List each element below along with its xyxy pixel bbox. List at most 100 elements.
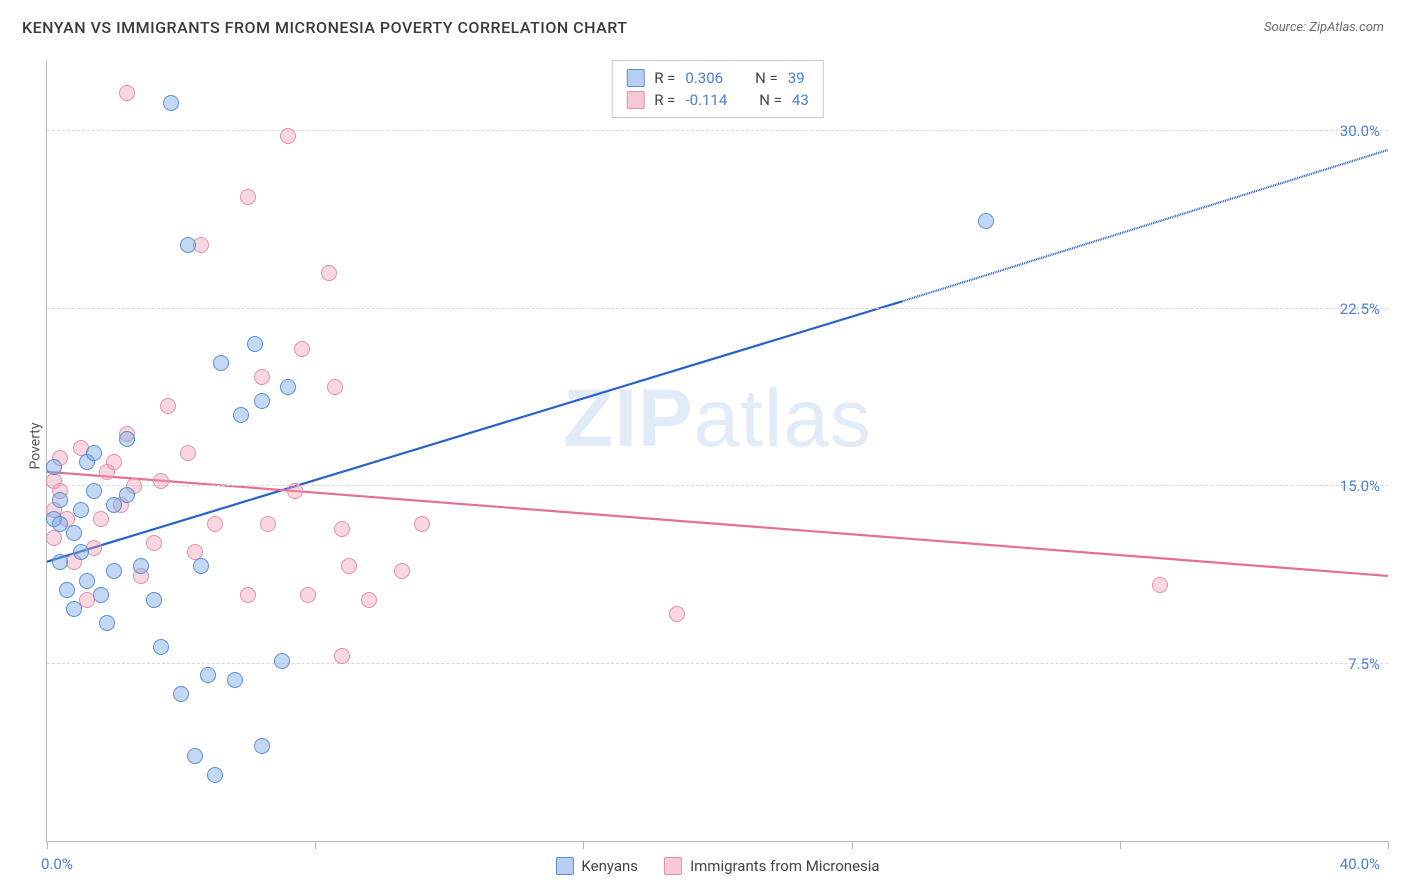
gridline — [47, 308, 1388, 309]
legend-swatch-blue — [555, 857, 573, 875]
scatter-point-pink — [240, 587, 256, 603]
scatter-point-blue — [133, 558, 149, 574]
legend-item-pink: Immigrants from Micronesia — [664, 857, 880, 875]
scatter-point-pink — [334, 521, 350, 537]
scatter-point-blue — [274, 653, 290, 669]
scatter-point-blue — [233, 407, 249, 423]
scatter-point-blue — [280, 379, 296, 395]
n-value-pink: 43 — [792, 91, 809, 109]
legend-swatch-pink — [664, 857, 682, 875]
regression-line — [47, 301, 902, 561]
gridline — [47, 485, 1388, 486]
stats-row-blue: R = 0.306 N = 39 — [626, 67, 809, 89]
scatter-point-blue — [254, 738, 270, 754]
scatter-point-blue — [79, 573, 95, 589]
regression-line — [902, 150, 1388, 301]
r-label-blue: R = — [654, 69, 675, 87]
scatter-point-pink — [394, 563, 410, 579]
x-tick — [315, 841, 316, 849]
scatter-point-pink — [361, 592, 377, 608]
scatter-point-blue — [59, 582, 75, 598]
scatter-point-blue — [163, 95, 179, 111]
legend-label-pink: Immigrants from Micronesia — [690, 857, 880, 875]
x-axis-min-label: 0.0% — [41, 855, 73, 873]
r-value-blue: 0.306 — [685, 69, 723, 87]
scatter-point-blue — [153, 639, 169, 655]
scatter-point-pink — [99, 464, 115, 480]
gridline — [47, 130, 1388, 131]
y-tick-label: 7.5% — [1348, 655, 1380, 673]
scatter-point-blue — [106, 563, 122, 579]
x-tick — [1388, 841, 1389, 849]
scatter-point-blue — [173, 686, 189, 702]
x-axis-max-label: 40.0% — [1340, 855, 1380, 873]
scatter-point-blue — [187, 748, 203, 764]
r-value-pink: -0.114 — [685, 91, 727, 109]
scatter-point-pink — [669, 606, 685, 622]
scatter-point-pink — [254, 369, 270, 385]
y-axis-label: Poverty — [28, 422, 44, 469]
scatter-point-blue — [227, 672, 243, 688]
scatter-point-pink — [321, 265, 337, 281]
source-attribution: Source: ZipAtlas.com — [1264, 20, 1384, 35]
stats-legend: R = 0.306 N = 39 R = -0.114 N = 43 — [611, 60, 824, 118]
scatter-point-pink — [341, 558, 357, 574]
scatter-point-pink — [414, 516, 430, 532]
n-label-blue: N = — [755, 69, 778, 87]
scatter-point-blue — [119, 431, 135, 447]
scatter-point-blue — [119, 487, 135, 503]
chart-title: KENYAN VS IMMIGRANTS FROM MICRONESIA POV… — [22, 18, 628, 37]
scatter-point-blue — [254, 393, 270, 409]
scatter-point-blue — [93, 587, 109, 603]
scatter-point-pink — [160, 398, 176, 414]
swatch-blue — [626, 69, 644, 87]
chart-container: ZIPatlas R = 0.306 N = 39 R = -0.114 N =… — [46, 60, 1388, 842]
scatter-point-blue — [86, 483, 102, 499]
scatter-point-pink — [280, 128, 296, 144]
scatter-point-blue — [73, 544, 89, 560]
scatter-point-pink — [334, 648, 350, 664]
scatter-point-blue — [146, 592, 162, 608]
scatter-point-blue — [200, 667, 216, 683]
scatter-point-blue — [46, 459, 62, 475]
scatter-point-pink — [93, 511, 109, 527]
y-tick-label: 15.0% — [1340, 477, 1380, 495]
scatter-point-blue — [193, 558, 209, 574]
scatter-point-blue — [66, 525, 82, 541]
scatter-point-pink — [180, 445, 196, 461]
scatter-point-blue — [66, 601, 82, 617]
regression-lines — [47, 60, 1388, 841]
legend-item-blue: Kenyans — [555, 857, 638, 875]
scatter-point-blue — [213, 355, 229, 371]
scatter-point-pink — [294, 341, 310, 357]
scatter-point-pink — [146, 535, 162, 551]
plot-area: ZIPatlas R = 0.306 N = 39 R = -0.114 N =… — [46, 60, 1388, 842]
n-label-pink: N = — [759, 91, 782, 109]
scatter-point-blue — [207, 767, 223, 783]
n-value-blue: 39 — [788, 69, 805, 87]
scatter-point-pink — [287, 483, 303, 499]
scatter-point-blue — [86, 445, 102, 461]
scatter-point-pink — [46, 530, 62, 546]
scatter-point-blue — [978, 213, 994, 229]
stats-row-pink: R = -0.114 N = 43 — [626, 89, 809, 111]
scatter-point-pink — [153, 473, 169, 489]
scatter-point-pink — [327, 379, 343, 395]
scatter-point-blue — [247, 336, 263, 352]
legend-label-blue: Kenyans — [581, 857, 638, 875]
scatter-point-blue — [180, 237, 196, 253]
scatter-point-pink — [300, 587, 316, 603]
gridline — [47, 663, 1388, 664]
scatter-point-pink — [207, 516, 223, 532]
x-tick — [852, 841, 853, 849]
swatch-pink — [626, 91, 644, 109]
scatter-point-pink — [1152, 577, 1168, 593]
x-tick — [47, 841, 48, 849]
x-tick — [583, 841, 584, 849]
scatter-point-blue — [52, 554, 68, 570]
scatter-point-blue — [73, 502, 89, 518]
scatter-point-pink — [240, 189, 256, 205]
regression-line — [47, 472, 1388, 576]
scatter-point-pink — [260, 516, 276, 532]
x-tick — [1120, 841, 1121, 849]
